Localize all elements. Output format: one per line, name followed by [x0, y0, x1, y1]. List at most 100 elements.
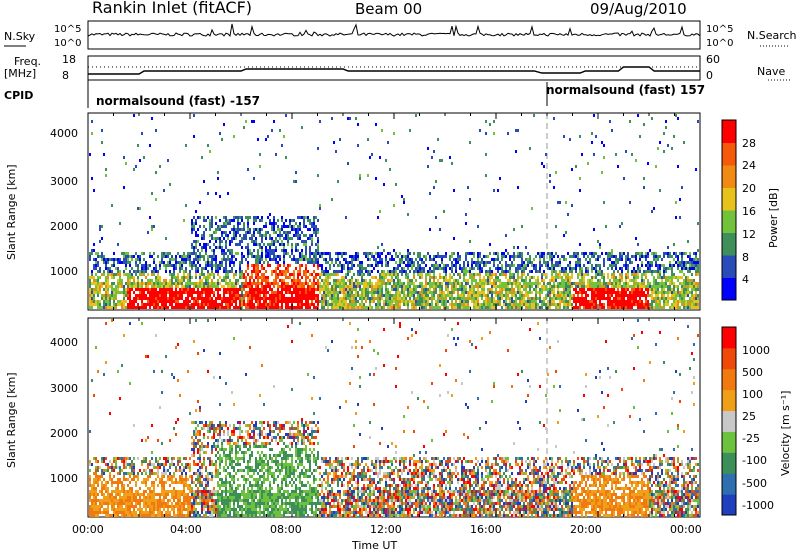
power-cell — [481, 291, 483, 294]
power-cell — [383, 249, 385, 252]
power-cell — [587, 270, 589, 273]
power-cell — [155, 288, 157, 291]
power-cell — [695, 306, 697, 309]
power-cell — [411, 288, 413, 291]
power-cell — [493, 132, 495, 135]
power-cell — [493, 273, 495, 276]
power-cell — [291, 279, 293, 282]
power-cell — [193, 228, 195, 231]
power-cell — [563, 285, 565, 288]
power-cell — [147, 288, 149, 291]
power-cell — [587, 282, 589, 285]
power-cell — [583, 276, 585, 279]
power-cell — [689, 297, 691, 300]
power-cell — [91, 132, 93, 135]
power-cell — [697, 270, 699, 273]
power-cell — [337, 291, 339, 294]
power-cell — [357, 264, 359, 267]
power-cell — [437, 252, 439, 255]
power-cell — [529, 270, 531, 273]
power-cell — [431, 156, 433, 159]
power-cell — [515, 282, 517, 285]
velocity-cell — [93, 484, 95, 487]
power-cell — [591, 132, 593, 135]
power-cell — [693, 306, 695, 309]
power-cell — [327, 300, 329, 303]
power-cell — [445, 273, 447, 276]
power-cell — [489, 297, 491, 300]
power-cell — [427, 291, 429, 294]
power-cell — [595, 303, 597, 306]
power-cell — [271, 270, 273, 273]
power-cell — [567, 276, 569, 279]
velocity-cell — [101, 484, 103, 487]
power-cell — [549, 291, 551, 294]
power-cell — [415, 285, 417, 288]
power-cell — [243, 276, 245, 279]
power-cell — [355, 279, 357, 282]
velocity-cell — [93, 505, 95, 508]
power-cell — [549, 303, 551, 306]
power-cell — [293, 291, 295, 294]
power-cell — [137, 258, 139, 261]
power-cell — [267, 135, 269, 138]
power-cell — [299, 273, 301, 276]
power-cell — [613, 270, 615, 273]
power-cell — [617, 270, 619, 273]
power-cell — [279, 273, 281, 276]
power-cell — [215, 303, 217, 306]
power-cell — [165, 300, 167, 303]
power-cell — [459, 267, 461, 270]
power-cell — [149, 264, 151, 267]
power-cell — [367, 174, 369, 177]
power-cell — [305, 282, 307, 285]
power-cell — [269, 294, 271, 297]
power-cell — [343, 297, 345, 300]
power-cell — [655, 279, 657, 282]
power-cell — [591, 288, 593, 291]
power-cell — [381, 270, 383, 273]
power-cell — [399, 297, 401, 300]
velocity-cell — [115, 511, 117, 514]
power-cell — [615, 279, 617, 282]
power-cell — [161, 282, 163, 285]
power-cell — [519, 300, 521, 303]
power-cell — [253, 297, 255, 300]
power-cell — [113, 252, 115, 255]
power-cell — [663, 267, 665, 270]
power-cell — [683, 267, 685, 270]
power-cell — [203, 267, 205, 270]
power-cell — [251, 285, 253, 288]
velocity-cell — [89, 475, 91, 478]
power-cell — [327, 288, 329, 291]
power-cell — [255, 228, 257, 231]
power-cell — [677, 267, 679, 270]
power-cell — [531, 282, 533, 285]
power-cell — [685, 279, 687, 282]
power-cell — [179, 264, 181, 267]
velocity-cell — [121, 505, 123, 508]
power-cell — [257, 252, 259, 255]
power-cell — [405, 300, 407, 303]
power-cell — [659, 282, 661, 285]
power-cell — [351, 264, 353, 267]
power-cell — [405, 270, 407, 273]
power-cell — [247, 216, 249, 219]
power-cell — [233, 219, 235, 222]
power-cell — [255, 243, 257, 246]
power-cell — [185, 276, 187, 279]
power-cell — [297, 237, 299, 240]
power-cell — [337, 258, 339, 261]
power-cell — [433, 255, 435, 258]
power-cell — [463, 270, 465, 273]
power-cell — [107, 291, 109, 294]
power-cell — [629, 297, 631, 300]
power-cell — [295, 180, 297, 183]
power-cell — [357, 306, 359, 309]
power-cell — [411, 294, 413, 297]
power-cell — [595, 297, 597, 300]
power-cell — [145, 270, 147, 273]
power-cell — [229, 291, 231, 294]
power-cell — [635, 273, 637, 276]
power-cell — [679, 306, 681, 309]
